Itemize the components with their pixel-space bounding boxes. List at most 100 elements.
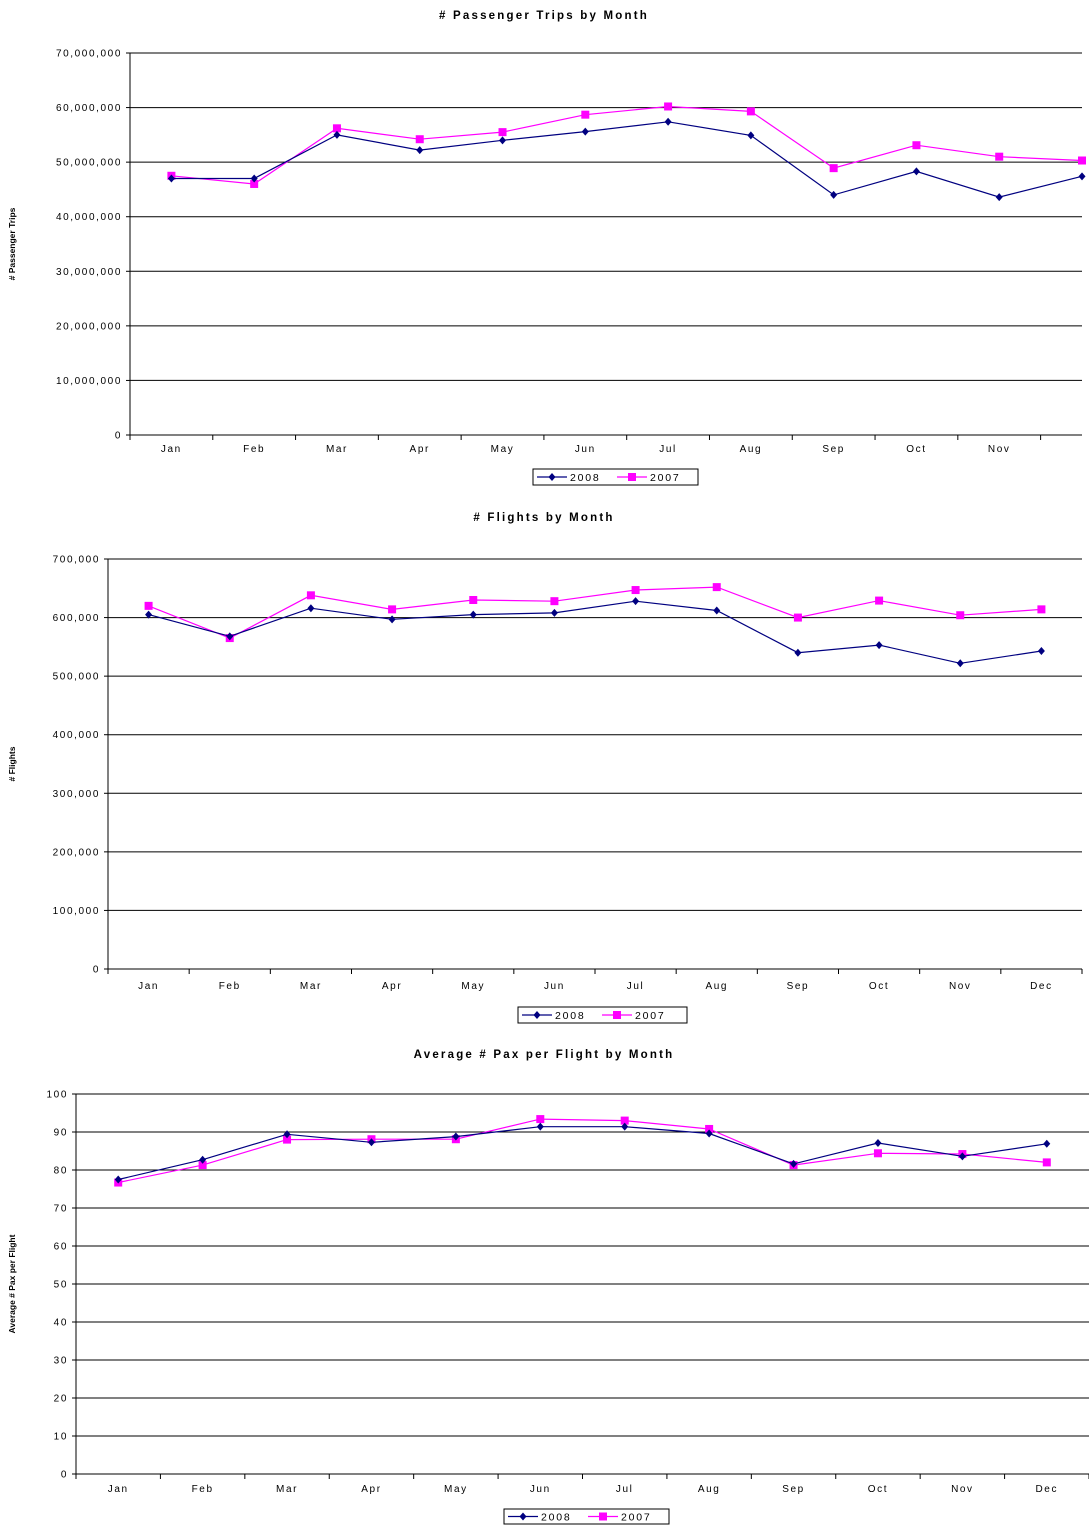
x-tick-label: Mar bbox=[300, 981, 322, 992]
data-point-2007 bbox=[712, 583, 721, 592]
chart-title: # Passenger Trips by Month bbox=[439, 10, 649, 22]
y-tick-label: 500,000 bbox=[53, 672, 100, 683]
data-point-2008 bbox=[958, 1152, 966, 1161]
x-tick-label: Nov bbox=[988, 444, 1011, 455]
chart-title: Average # Pax per Flight by Month bbox=[414, 1049, 675, 1061]
data-point-2007 bbox=[631, 586, 640, 595]
x-tick-label: Apr bbox=[382, 981, 402, 992]
x-tick-label: Feb bbox=[219, 981, 241, 992]
y-tick-label: 40,000,000 bbox=[56, 212, 122, 223]
x-tick-label: Dec bbox=[1035, 1484, 1058, 1495]
data-point-2007 bbox=[956, 611, 965, 620]
data-point-2007 bbox=[1037, 605, 1046, 614]
data-point-2007 bbox=[705, 1124, 714, 1133]
chart-2: # Flights by Month # Flights 0 100,000 200,0… bbox=[7, 512, 1083, 1024]
x-tick-label: Aug bbox=[740, 444, 763, 455]
y-axis-label: # Flights bbox=[7, 746, 17, 781]
y-tick-label: 20 bbox=[54, 1394, 68, 1405]
data-point-2008 bbox=[632, 597, 640, 606]
legend-label-2008: 2008 bbox=[555, 1010, 586, 1022]
series-line-2008 bbox=[148, 600, 1042, 664]
x-tick-label: Jan bbox=[138, 981, 159, 992]
x-tick-label: May bbox=[444, 1484, 468, 1495]
x-tick-label: Nov bbox=[951, 1484, 974, 1495]
legend-box bbox=[503, 1508, 670, 1525]
data-point-2007 bbox=[875, 596, 884, 605]
y-tick-label: 40 bbox=[54, 1318, 68, 1329]
series-line-2007 bbox=[171, 105, 1083, 185]
y-tick-label: 30 bbox=[54, 1356, 68, 1367]
data-point-2008 bbox=[416, 146, 424, 155]
data-point-2007 bbox=[581, 110, 590, 119]
x-tick-label: Mar bbox=[326, 444, 348, 455]
data-point-2008 bbox=[956, 659, 964, 668]
data-point-2007 bbox=[912, 141, 921, 150]
y-tick-label: 100 bbox=[47, 1090, 69, 1101]
x-tick-label: Oct bbox=[869, 981, 889, 992]
y-tick-label: 70 bbox=[54, 1204, 68, 1215]
x-tick-label: Jun bbox=[530, 1484, 551, 1495]
chart-title: # Flights by Month bbox=[473, 512, 614, 524]
data-point-2008 bbox=[790, 1159, 798, 1168]
data-point-2008 bbox=[452, 1132, 460, 1141]
data-point-2007 bbox=[144, 601, 153, 610]
y-tick-label: 10,000,000 bbox=[56, 376, 122, 387]
x-tick-label: May bbox=[491, 444, 515, 455]
x-tick-label: Dec bbox=[1030, 981, 1053, 992]
y-tick-label: 50 bbox=[54, 1280, 68, 1291]
y-tick-label: 100,000 bbox=[53, 906, 100, 917]
legend-label-2007: 2007 bbox=[621, 1512, 652, 1524]
data-point-2008 bbox=[199, 1155, 207, 1164]
data-point-2008 bbox=[830, 190, 838, 199]
y-tick-label: 70,000,000 bbox=[56, 49, 122, 60]
data-point-2007 bbox=[469, 596, 478, 604]
data-point-2007 bbox=[1078, 156, 1086, 165]
legend-marker-2007 bbox=[613, 1011, 621, 1019]
data-point-2008 bbox=[874, 1139, 882, 1148]
y-tick-label: 20,000,000 bbox=[56, 321, 122, 332]
x-tick-label: Jul bbox=[627, 981, 645, 992]
y-axis-label: # Passenger Trips bbox=[7, 207, 17, 280]
y-tick-label: 200,000 bbox=[53, 847, 100, 858]
legend-marker-2008 bbox=[548, 473, 556, 481]
x-tick-label: Jun bbox=[544, 981, 565, 992]
legend-box bbox=[532, 468, 699, 486]
data-point-2008 bbox=[1043, 1139, 1051, 1148]
y-axis-label: Average # Pax per Flight bbox=[7, 1234, 17, 1333]
data-point-2008 bbox=[499, 136, 507, 145]
x-tick-label: Apr bbox=[410, 444, 430, 455]
series-line-2007 bbox=[118, 1118, 1047, 1184]
data-point-2008 bbox=[912, 167, 920, 176]
data-point-2008 bbox=[581, 127, 589, 136]
data-point-2007 bbox=[873, 1149, 882, 1158]
data-point-2008 bbox=[747, 131, 755, 140]
data-point-2008 bbox=[664, 117, 672, 126]
x-tick-label: Oct bbox=[906, 444, 926, 455]
x-tick-label: Mar bbox=[276, 1484, 298, 1495]
data-point-2008 bbox=[333, 130, 341, 139]
data-point-2008 bbox=[250, 174, 258, 183]
legend-label-2008: 2008 bbox=[570, 472, 601, 484]
data-point-2008 bbox=[550, 608, 558, 617]
data-point-2008 bbox=[1078, 172, 1086, 181]
data-point-2008 bbox=[469, 610, 477, 619]
x-tick-label: Nov bbox=[949, 981, 972, 992]
x-tick-label: Sep bbox=[822, 444, 845, 455]
data-point-2007 bbox=[664, 102, 673, 111]
y-tick-label: 90 bbox=[54, 1128, 68, 1139]
data-point-2007 bbox=[498, 128, 507, 137]
chart-3: Average # Pax per Flight by Month Average… bbox=[7, 1049, 1089, 1525]
x-tick-label: Jan bbox=[161, 444, 182, 455]
data-point-2008 bbox=[226, 632, 234, 641]
y-tick-label: 0 bbox=[93, 965, 100, 976]
x-tick-label: Apr bbox=[361, 1484, 381, 1495]
y-tick-label: 50,000,000 bbox=[56, 158, 122, 169]
data-point-2008 bbox=[1037, 646, 1045, 655]
data-point-2008 bbox=[145, 610, 153, 619]
x-tick-label: May bbox=[461, 981, 485, 992]
data-point-2008 bbox=[705, 1129, 713, 1138]
y-tick-label: 60 bbox=[54, 1242, 68, 1253]
series-line-2007 bbox=[148, 586, 1042, 639]
y-tick-label: 300,000 bbox=[53, 789, 100, 800]
